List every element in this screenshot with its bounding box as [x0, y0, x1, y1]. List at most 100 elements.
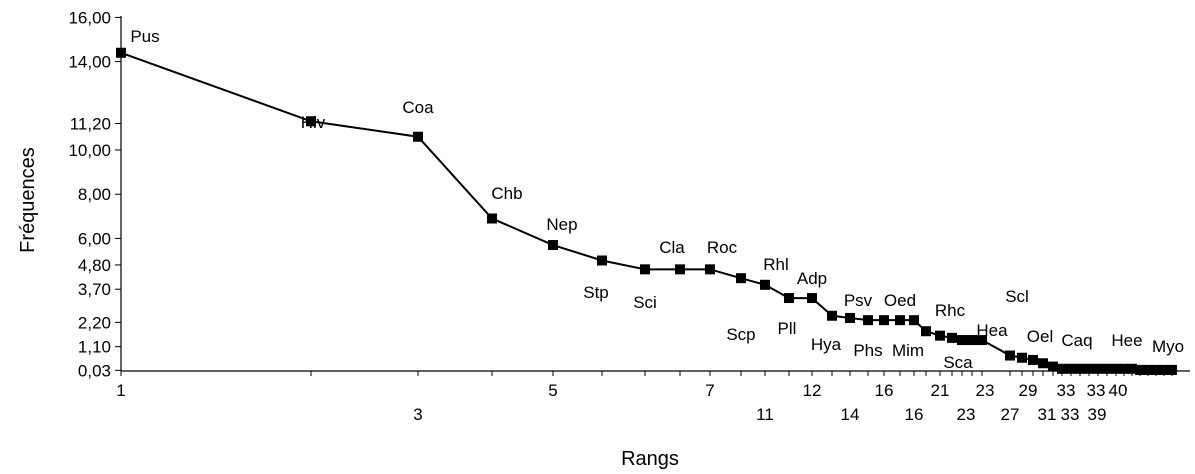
point-label: Stp — [583, 283, 609, 302]
data-point — [760, 279, 770, 290]
x-tick-label: 23 — [957, 405, 976, 424]
data-point — [895, 315, 905, 326]
y-axis-title: Fréquences — [17, 147, 39, 253]
data-point — [675, 264, 685, 275]
data-point — [1084, 363, 1094, 374]
data-point — [640, 264, 650, 275]
y-tick-label: 6,00 — [78, 229, 111, 248]
point-label: Psv — [844, 291, 873, 310]
data-point — [1167, 364, 1177, 375]
point-label: Cla — [659, 238, 685, 257]
data-point — [1135, 364, 1145, 375]
x-tick-label: 29 — [1019, 381, 1038, 400]
point-label: Hya — [811, 335, 842, 354]
x-tick-label: 33 — [1061, 405, 1080, 424]
x-tick-label: 14 — [841, 405, 860, 424]
point-label: Phs — [853, 341, 882, 360]
x-tick-label: 40 — [1109, 381, 1128, 400]
data-point — [863, 315, 873, 326]
data-point — [413, 131, 423, 142]
x-tick-label: 33 — [1057, 381, 1076, 400]
point-label: Sci — [633, 293, 657, 312]
data-point — [1143, 364, 1153, 375]
point-label: Sca — [943, 353, 973, 372]
data-point — [947, 332, 957, 343]
x-tick-label: 7 — [705, 381, 714, 400]
series-line — [120, 51, 1172, 371]
x-tick-label: 31 — [1038, 405, 1057, 424]
x-tick-label: 5 — [548, 381, 557, 400]
data-point — [736, 273, 746, 284]
x-tick-label: 21 — [931, 381, 950, 400]
data-point — [487, 213, 497, 224]
point-label: Mim — [892, 341, 924, 360]
point-label: Oel — [1027, 327, 1053, 346]
y-tick-label: 2,20 — [78, 313, 111, 332]
y-tick-label: 1,10 — [78, 338, 111, 357]
y-tick-label: 10,00 — [68, 141, 111, 160]
data-point — [1075, 363, 1085, 374]
x-tick-label: 33 — [1087, 381, 1106, 400]
data-point — [845, 312, 855, 323]
point-label: Rhl — [763, 255, 789, 274]
data-point — [306, 116, 316, 127]
data-point — [957, 335, 967, 346]
point-label: Hee — [1111, 331, 1142, 350]
x-tick-label: 1 — [116, 381, 125, 400]
data-point — [1017, 352, 1027, 363]
data-point — [1159, 364, 1169, 375]
data-point — [1102, 363, 1112, 374]
data-point — [1048, 361, 1058, 372]
point-label: Rhc — [935, 301, 966, 320]
data-point — [827, 310, 837, 321]
point-label: Chb — [491, 184, 522, 203]
x-tick-label: 16 — [875, 381, 894, 400]
point-label: Roc — [707, 238, 738, 257]
x-tick-label: 3 — [413, 405, 422, 424]
data-point — [705, 264, 715, 275]
data-point — [548, 240, 558, 251]
point-label: Caq — [1061, 331, 1092, 350]
point-label: Nep — [546, 215, 577, 234]
point-label: Scl — [1005, 287, 1029, 306]
data-point — [597, 255, 607, 266]
data-point — [1038, 358, 1048, 369]
data-point — [1127, 363, 1137, 374]
x-tick-label: 11 — [756, 405, 774, 424]
data-point — [784, 293, 794, 304]
data-point — [879, 315, 889, 326]
data-point — [977, 335, 987, 346]
data-point — [1119, 363, 1129, 374]
data-point — [1151, 364, 1161, 375]
y-tick-label: 16,00 — [68, 8, 111, 27]
point-label: Pll — [778, 319, 797, 338]
x-tick-label: 12 — [803, 381, 822, 400]
point-label: Adp — [797, 269, 827, 288]
point-label: Oed — [884, 291, 916, 310]
y-tick-label: 0,03 — [78, 361, 111, 380]
x-tick-label: 27 — [1001, 405, 1020, 424]
y-tick-label: 8,00 — [78, 185, 111, 204]
data-point — [1066, 363, 1076, 374]
y-tick-label: 14,00 — [68, 53, 111, 72]
data-point — [1005, 350, 1015, 361]
data-point — [967, 335, 977, 346]
data-point — [807, 293, 817, 304]
y-tick-label: 4,80 — [78, 256, 111, 275]
data-point — [1093, 363, 1103, 374]
y-tick-label: 11,20 — [70, 114, 111, 133]
point-label: Hiv — [301, 113, 326, 132]
data-point — [1111, 363, 1121, 374]
point-label: Hea — [976, 321, 1008, 340]
data-point — [909, 315, 919, 326]
x-tick-label: 23 — [976, 381, 995, 400]
point-label: Myo — [1152, 337, 1184, 356]
x-axis-title: Rangs — [621, 448, 679, 470]
y-tick-label: 3,70 — [78, 280, 111, 299]
data-point — [1028, 354, 1038, 365]
x-tick-label: 39 — [1088, 405, 1107, 424]
data-point — [116, 47, 126, 58]
point-label: Scp — [726, 325, 755, 344]
data-point — [935, 330, 945, 341]
